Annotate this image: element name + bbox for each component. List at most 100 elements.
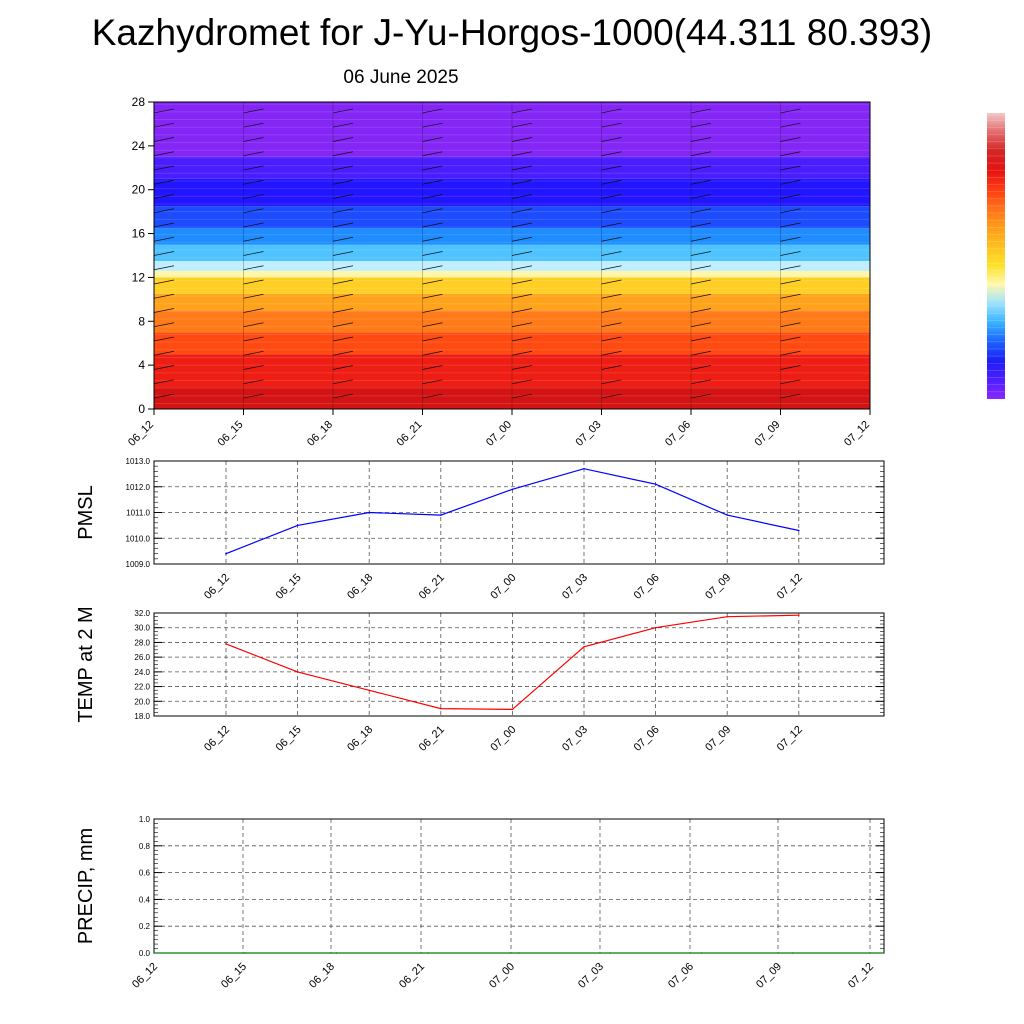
y-tick-label: 18.0 (134, 712, 150, 721)
x-tick-label: 06_12 (130, 961, 160, 991)
wind-barb (154, 208, 175, 214)
y-tick-label: 1009.0 (126, 560, 151, 569)
y-tick-label: 12 (132, 270, 146, 284)
y-tick-label: 24 (132, 139, 146, 153)
wind-barb (780, 265, 801, 271)
wind-barb (243, 251, 264, 256)
wind-barb (869, 326, 870, 327)
wind-barb (154, 122, 175, 128)
y-tick-label: 32.0 (134, 609, 150, 618)
wind-barb (869, 212, 870, 213)
wind-barb (243, 265, 264, 271)
wind-barb (869, 354, 870, 356)
wind-barb (869, 112, 870, 113)
wind-barb (511, 122, 533, 128)
wind-barb (422, 293, 443, 299)
wind-barb (332, 251, 354, 256)
wind-barb (332, 236, 354, 242)
data-point (791, 952, 794, 954)
x-tick-label: 07_09 (753, 419, 783, 449)
data-point (296, 524, 299, 527)
wind-barb (511, 365, 533, 370)
wind-barb (780, 179, 801, 185)
wind-barb (243, 194, 264, 199)
wind-barb (601, 279, 622, 285)
wind-barb (422, 336, 443, 342)
wind-barb (511, 208, 533, 214)
wind-barb (422, 365, 443, 370)
y-tick-label: 8 (138, 314, 145, 328)
wind-barb (780, 151, 801, 157)
wind-barb (869, 340, 870, 342)
wind-barb (243, 208, 264, 214)
x-tick-label: 07_00 (488, 724, 518, 754)
wind-barb (154, 365, 175, 370)
wind-barb (332, 265, 354, 271)
wind-barb (869, 141, 870, 142)
wind-barb (243, 293, 264, 299)
y-tick-label: 0.4 (139, 895, 151, 904)
plot-frame (153, 612, 885, 717)
x-tick-label: 07_09 (754, 961, 784, 991)
wind-barb (601, 322, 622, 328)
y-tick-label: 20.0 (134, 697, 150, 706)
wind-barb (869, 369, 870, 370)
x-tick-label: 07_12 (775, 724, 805, 754)
data-point (798, 529, 800, 532)
y-tick-label: 20 (132, 183, 146, 197)
wind-barb (243, 365, 264, 370)
y-tick-label: 26.0 (134, 653, 150, 662)
wind-barb (690, 336, 712, 342)
wind-barb (243, 165, 264, 171)
plot-frame (153, 460, 885, 565)
y-tick-label: 30.0 (134, 624, 150, 633)
wind-barb (601, 293, 622, 299)
y-tick-label: 1011.0 (126, 509, 150, 518)
x-tick-label: 07_12 (846, 961, 876, 991)
wind-barb (422, 236, 443, 242)
wind-barb (422, 194, 443, 199)
wind-barb (690, 293, 712, 299)
wind-barb (601, 379, 622, 385)
wind-barb (780, 137, 801, 142)
wind-barb (154, 151, 175, 157)
wind-barb (511, 308, 533, 313)
wind-barb (601, 165, 622, 171)
wind-barb (780, 108, 801, 114)
data-point (700, 952, 703, 954)
wind-barb (511, 137, 533, 142)
data-point (335, 952, 338, 954)
x-tick-label: 07_12 (775, 572, 805, 602)
wind-barb (601, 308, 622, 313)
wind-barb (154, 308, 175, 313)
data-point (518, 952, 520, 954)
wind-barb (154, 322, 175, 328)
wind-barb (690, 208, 712, 214)
x-tick-label: 06_21 (397, 961, 427, 991)
wind-barb (690, 365, 712, 370)
wind-barb (780, 379, 801, 385)
wind-barb (690, 308, 712, 313)
wind-barb (422, 379, 443, 385)
data-point (440, 514, 442, 516)
wind-barb (154, 137, 175, 142)
x-tick-label: 07_12 (842, 419, 872, 449)
wind-barb (332, 350, 354, 356)
wind-barb (690, 179, 712, 185)
wind-barb (780, 393, 801, 399)
wind-barb (869, 198, 870, 199)
wind-barb (422, 122, 443, 128)
data-point (654, 626, 657, 629)
wind-barb (869, 297, 870, 299)
wind-barb (422, 222, 443, 228)
wind-barb (243, 222, 264, 228)
wind-barb (243, 322, 264, 328)
data-point (296, 671, 299, 673)
x-tick-label: 07_03 (560, 724, 590, 754)
wind-barb (780, 251, 801, 256)
wind-barb (422, 108, 443, 114)
wind-barb (154, 393, 175, 399)
wind-barb (154, 165, 175, 171)
wind-barb (690, 194, 712, 199)
